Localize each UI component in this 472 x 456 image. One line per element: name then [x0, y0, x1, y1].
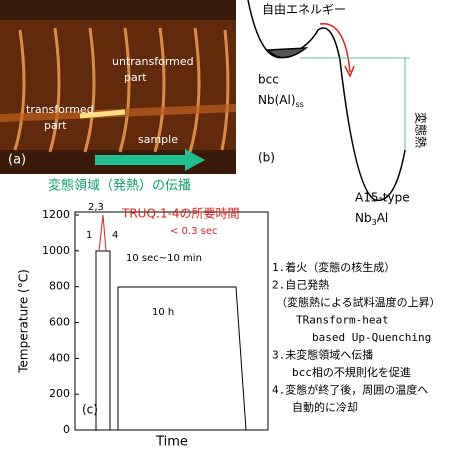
note: 自動的に冷却 [292, 400, 358, 414]
note: 3.未変態領域へ伝播 [272, 348, 373, 362]
annotation: 10 h [152, 307, 174, 318]
panel-label: (b) [258, 151, 275, 165]
label: untransformed [112, 55, 194, 68]
y-tick-label: 1000 [42, 244, 70, 257]
y-tick-label: 0 [63, 423, 70, 436]
annotation: < 0.3 sec [170, 226, 218, 237]
label: sample [138, 133, 178, 146]
y-tick-label: 800 [49, 280, 70, 293]
note: （変態熱による試料温度の上昇） [276, 295, 441, 309]
label: Nb(Al)ss [258, 93, 304, 109]
y-tick-label: 200 [49, 387, 70, 400]
label: 変態熱 [414, 112, 429, 148]
annotation: 1 [86, 230, 92, 241]
annotation: TRUQ:1-4の所要時間 [121, 207, 240, 221]
panel-label: (c) [82, 403, 98, 417]
annotation: 10 sec~10 min [126, 253, 202, 264]
panel-label: (a) [8, 153, 26, 168]
y-tick-label: 600 [49, 316, 70, 329]
annotation: 4 [112, 230, 118, 241]
label: A15-type [355, 191, 410, 205]
note: 1.着火（変態の核生成） [272, 260, 395, 274]
label: transformed [26, 103, 94, 116]
caption: 変態領域（発熱）の伝播 [48, 178, 191, 194]
y-axis-label: Temperature (°C) [17, 269, 31, 374]
note: 2.自己発熱 [272, 278, 329, 292]
x-axis-label: Time [155, 435, 188, 450]
label: part [124, 71, 147, 84]
label: part [44, 119, 67, 132]
label: Nb3Al [355, 211, 388, 227]
note: 4.変態が終了後，周囲の温度へ [272, 383, 428, 397]
note: based Up-Quenching [312, 331, 431, 344]
label: bcc [258, 73, 279, 87]
annotation: 2,3 [88, 202, 104, 213]
photo [0, 0, 237, 174]
note: bcc相の不規則化を促進 [292, 365, 411, 379]
label: 自由エネルギー [262, 3, 346, 17]
note: TRansform-heat [296, 314, 389, 327]
axes [74, 211, 269, 431]
y-tick-label: 400 [49, 351, 70, 364]
y-tick-label: 1200 [42, 208, 70, 221]
energy-curve [247, 0, 410, 202]
